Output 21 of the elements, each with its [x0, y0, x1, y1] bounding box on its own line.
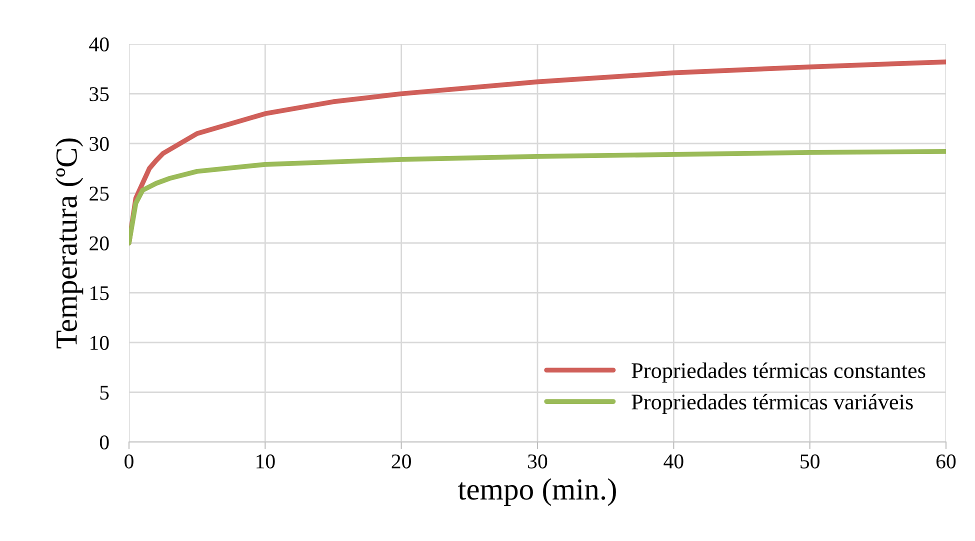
legend-label: Propriedades térmicas constantes: [632, 362, 926, 383]
x-tick-label: 0: [124, 454, 134, 468]
x-tick-label: 40: [664, 454, 684, 468]
y-tick-label: 5: [100, 386, 109, 400]
x-tick-label: 10: [256, 454, 275, 468]
y-axis-title: Temperatura (ºC): [55, 138, 84, 348]
x-axis-title: tempo (min.): [458, 478, 616, 506]
y-tick-label: 15: [90, 286, 109, 300]
y-tick-label: 0: [100, 435, 109, 450]
y-tick-label: 35: [90, 87, 109, 102]
y-tick-label: 10: [90, 336, 109, 350]
x-tick-label: 30: [528, 454, 548, 468]
legend-label: Propriedades térmicas variáveis: [632, 394, 913, 414]
line-series: [129, 149, 946, 246]
y-tick-label: 30: [90, 136, 109, 151]
y-tick-label: 20: [90, 236, 109, 250]
x-tick-label: 20: [392, 454, 411, 468]
y-tick-label: 40: [89, 37, 109, 52]
x-tick-label: 60: [936, 454, 956, 468]
x-tick-label: 50: [800, 454, 820, 468]
y-tick-label: 25: [90, 186, 109, 201]
